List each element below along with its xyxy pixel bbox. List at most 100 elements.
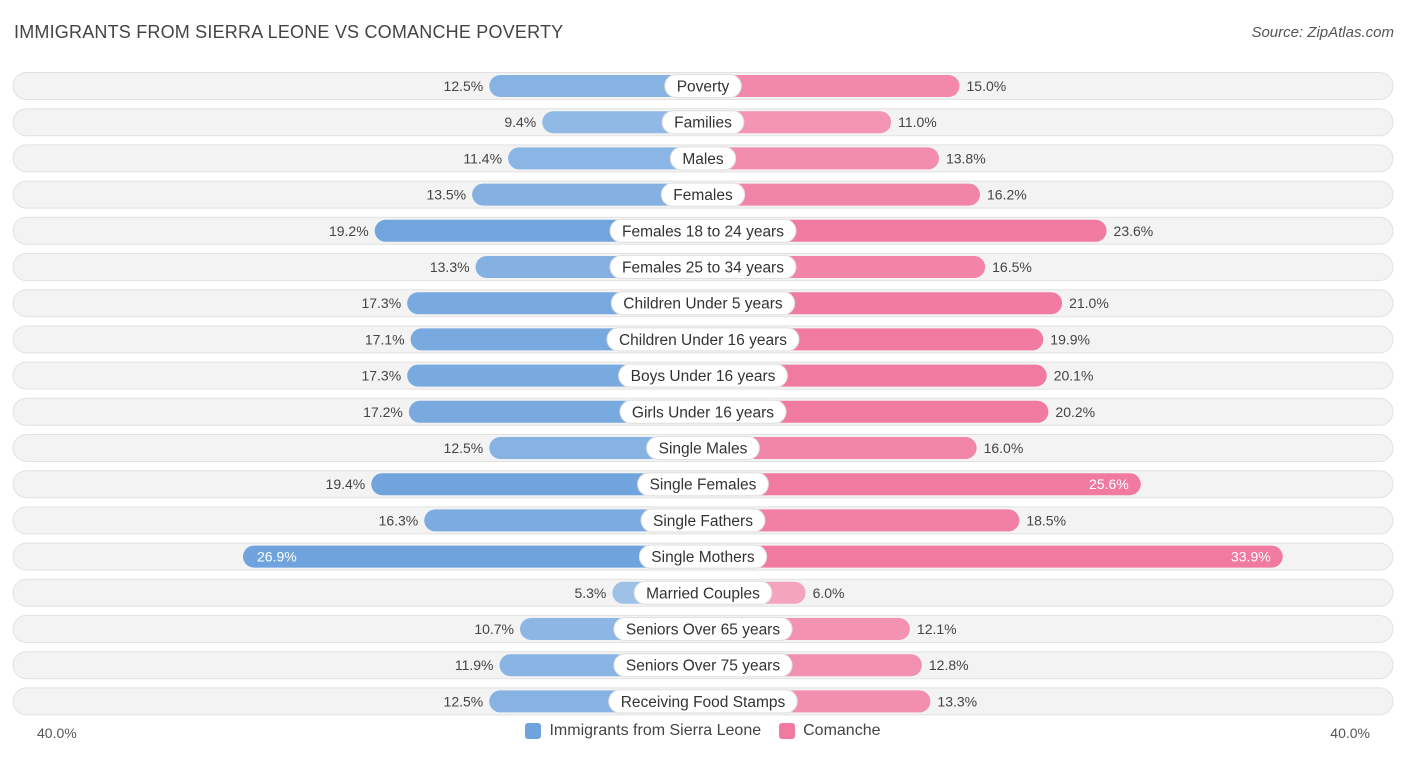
category-label: Males [682, 151, 724, 168]
bar-comanche [703, 473, 1141, 496]
value-label-comanche: 20.2% [1055, 404, 1095, 420]
category-pill [664, 74, 742, 98]
value-label-comanche: 13.8% [946, 150, 986, 166]
value-label-comanche: 33.9% [1231, 549, 1271, 565]
value-label-immigrants: 13.3% [430, 259, 470, 275]
value-label-immigrants: 11.9% [455, 657, 494, 673]
bar-comanche [703, 437, 977, 459]
legend: Immigrants from Sierra Leone Comanche [0, 722, 1406, 740]
value-label-comanche: 20.1% [1054, 368, 1094, 384]
value-label-comanche: 25.6% [1089, 476, 1129, 492]
category-pill [618, 363, 788, 388]
value-label-comanche: 12.8% [929, 657, 969, 673]
value-label-immigrants: 13.5% [426, 187, 466, 203]
value-label-immigrants: 5.3% [574, 585, 606, 601]
value-label-immigrants: 26.9% [257, 549, 297, 565]
value-label-comanche: 18.5% [1026, 512, 1066, 528]
chart-source: Source: ZipAtlas.com [1251, 24, 1394, 41]
value-label-immigrants: 19.4% [326, 476, 366, 492]
category-label: Seniors Over 65 years [626, 622, 780, 639]
value-label-immigrants: 17.3% [361, 368, 401, 384]
value-label-comanche: 16.5% [992, 259, 1032, 275]
bar-comanche [703, 219, 1107, 242]
value-label-immigrants: 12.5% [444, 693, 484, 709]
value-label-immigrants: 19.2% [329, 223, 369, 239]
category-label: Married Couples [646, 585, 760, 602]
bar-immigrants [489, 75, 703, 97]
value-label-immigrants: 16.3% [379, 512, 419, 528]
bar-immigrants [424, 509, 703, 532]
chart-title: IMMIGRANTS FROM SIERRA LEONE VS COMANCHE… [14, 22, 564, 42]
value-label-comanche: 16.0% [984, 440, 1024, 456]
category-label: Seniors Over 75 years [626, 658, 780, 675]
bar-comanche [703, 545, 1283, 568]
value-label-comanche: 21.0% [1069, 295, 1109, 311]
category-label: Single Mothers [651, 549, 755, 566]
category-label: Single Fathers [653, 513, 753, 530]
legend-item-immigrants: Immigrants from Sierra Leone [525, 722, 761, 740]
category-label: Children Under 5 years [623, 296, 783, 313]
category-pill [640, 508, 766, 533]
category-pill [606, 327, 800, 352]
category-label: Females 18 to 24 years [622, 223, 784, 240]
bar-comanche [703, 111, 892, 134]
legend-swatch-immigrants [525, 723, 542, 739]
axis-min-label: 40.0% [37, 725, 77, 741]
category-pill [613, 653, 793, 678]
category-label: Boys Under 16 years [631, 368, 776, 385]
value-label-comanche: 11.0% [898, 114, 937, 130]
bar-comanche [703, 509, 1020, 532]
category-pill [633, 580, 773, 605]
bar-comanche [703, 364, 1047, 387]
category-pill [619, 399, 787, 424]
category-label: Girls Under 16 years [632, 404, 774, 421]
category-label: Families [674, 115, 732, 132]
value-label-immigrants: 12.5% [444, 440, 484, 456]
value-label-immigrants: 12.5% [444, 78, 484, 94]
value-label-comanche: 12.1% [917, 621, 957, 637]
value-label-immigrants: 11.4% [463, 150, 502, 166]
value-label-immigrants: 17.1% [365, 331, 405, 347]
category-pill [669, 146, 737, 171]
value-label-comanche: 6.0% [813, 585, 845, 601]
axis-max-label: 40.0% [1330, 725, 1370, 741]
legend-swatch-comanche [779, 723, 796, 739]
category-label: Poverty [677, 79, 730, 96]
bar-comanche [703, 75, 960, 97]
category-label: Children Under 16 years [619, 332, 787, 349]
category-pill [638, 544, 768, 569]
category-pill [608, 689, 798, 714]
legend-label-comanche: Comanche [803, 722, 881, 739]
bar-immigrants [542, 111, 703, 134]
category-pill [660, 182, 746, 207]
category-pill [661, 110, 745, 135]
bar-comanche [703, 147, 939, 170]
category-label: Single Males [659, 441, 748, 458]
value-label-immigrants: 17.3% [361, 295, 401, 311]
value-label-comanche: 23.6% [1114, 223, 1154, 239]
category-label: Females 25 to 34 years [622, 260, 784, 277]
category-label: Females [673, 187, 733, 204]
category-label: Single Females [650, 477, 757, 494]
category-pill [609, 218, 797, 243]
bar-immigrants [371, 473, 703, 496]
value-label-comanche: 13.3% [937, 693, 977, 709]
category-label: Receiving Food Stamps [621, 694, 786, 711]
category-pill [610, 291, 796, 316]
category-pill [609, 255, 797, 279]
bar-comanche [703, 183, 981, 206]
bar-immigrants [508, 147, 703, 170]
bar-immigrants [472, 183, 703, 206]
category-pill [637, 472, 769, 497]
value-label-comanche: 15.0% [967, 78, 1007, 94]
bar-comanche [703, 400, 1049, 423]
value-label-comanche: 16.2% [987, 187, 1027, 203]
value-label-comanche: 19.9% [1050, 331, 1090, 347]
category-pill [613, 617, 793, 641]
bar-immigrants [243, 545, 703, 568]
value-label-immigrants: 9.4% [504, 114, 536, 130]
category-pill [646, 436, 760, 460]
value-label-immigrants: 10.7% [474, 621, 514, 637]
legend-label-immigrants: Immigrants from Sierra Leone [549, 722, 762, 739]
